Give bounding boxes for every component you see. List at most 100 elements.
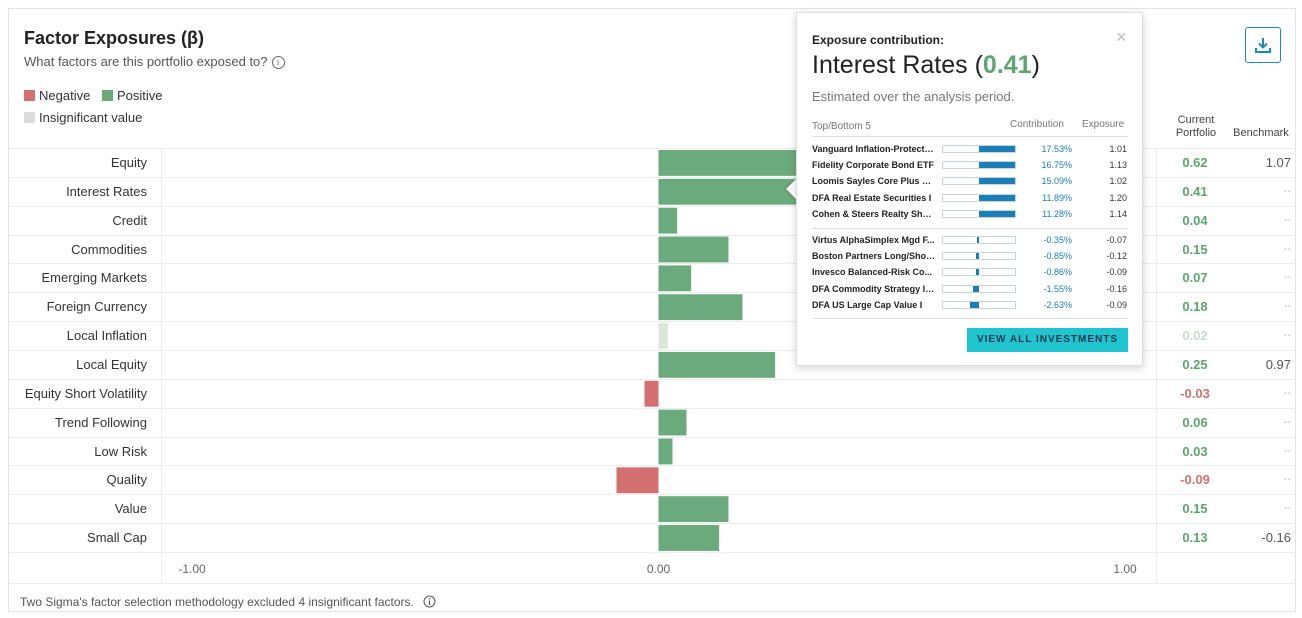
popup-close-icon[interactable]: × [1116,27,1127,47]
exposure-bar[interactable] [658,236,729,263]
benchmark-value: -- [1283,213,1291,226]
factor-label: Equity [110,155,147,170]
footnote-text: Two Sigma's factor selection methodology… [20,595,414,609]
grid-line [161,148,162,583]
grid-line [9,235,1296,236]
methodology-info-icon[interactable] [423,595,436,608]
investment-name[interactable]: Boston Partners Long/Shor... [812,251,936,262]
popup-factor-value: 0.41 [982,51,1032,79]
exposure-bar[interactable] [658,409,687,436]
grid-line [9,148,1296,149]
current-portfolio-value: 0.15 [1182,501,1208,517]
contribution-value: -0.85% [1043,251,1072,262]
current-portfolio-header: Current Portfolio [1160,114,1232,140]
investment-name[interactable]: Vanguard Inflation-Protecte... [812,144,936,154]
exposure-bar[interactable] [616,467,659,494]
factor-label: Local Equity [76,356,147,372]
current-portfolio-value: 0.25 [1182,356,1208,372]
legend-negative: Negative [24,88,90,103]
legend-positive: Positive [101,88,163,103]
current-portfolio-value: 0.41 [1182,183,1208,199]
popup-factor-name: Interest Rates [812,51,968,79]
footnote: Two Sigma's factor selection methodology… [20,595,436,609]
contribution-value: 17.53% [1041,144,1072,154]
benchmark-value: -- [1283,386,1291,399]
investment-name[interactable]: Cohen & Steers Realty Shar... [812,208,936,219]
positive-swatch [101,90,113,101]
contribution-bar-fill [979,178,1015,185]
grid-line [9,379,1296,380]
factor-label: Quality [106,472,147,488]
exposure-bar[interactable] [658,351,776,378]
contribution-value: -1.55% [1043,283,1072,294]
contribution-bar [942,209,1016,218]
contribution-bar-fill [975,253,979,260]
factor-label: Foreign Currency [46,299,147,315]
contribution-bar [942,252,1016,261]
factor-label: Value [114,501,147,517]
current-portfolio-value: 0.15 [1182,241,1208,257]
contribution-bar-fill [969,301,979,308]
exposure-value: -0.12 [1106,251,1127,262]
benchmark-value: -- [1283,444,1291,457]
download-button[interactable] [1245,27,1281,63]
investment-name[interactable]: Fidelity Corporate Bond ETF [812,160,935,171]
grid-line [9,292,1296,293]
contribution-bar-fill [979,210,1015,217]
x-tick-label: -1.00 [178,562,206,576]
exposure-bar[interactable] [658,525,720,551]
exposure-bar[interactable] [658,323,668,349]
factor-label: Trend Following [54,414,147,430]
investment-name[interactable]: DFA US Large Cap Value I [812,299,923,310]
contribution-value: 11.89% [1042,192,1072,203]
grid-line [9,263,1296,264]
benchmark-value: 0.97 [1265,356,1291,372]
exposure-value: -0.07 [1106,235,1127,245]
popup-col-exposure: Exposure [1082,119,1125,130]
benchmark-value: -- [1283,271,1291,284]
view-all-investments-button[interactable]: VIEW ALL INVESTMENTS [967,328,1128,352]
current-portfolio-value: 0.04 [1182,212,1208,228]
investment-name[interactable]: Virtus AlphaSimplex Mgd F... [812,235,935,245]
exposure-value: -0.09 [1106,267,1127,278]
contribution-bar [942,300,1016,309]
legend-positive-label: Positive [116,88,163,103]
current-portfolio-value: -0.03 [1180,385,1210,401]
exposure-bar[interactable] [658,207,678,234]
grid-line [9,177,1296,178]
exposure-value: -0.09 [1106,299,1127,310]
contribution-value: 11.28% [1042,208,1072,219]
contribution-bar-fill [977,237,979,243]
benchmark-value: -- [1283,300,1291,313]
exposure-bar[interactable] [658,496,729,523]
exposure-bar[interactable] [644,380,659,407]
info-icon[interactable]: i [271,56,285,69]
exposure-value: -0.16 [1106,283,1127,294]
factor-label: Emerging Markets [41,270,147,286]
investment-name[interactable]: DFA Real Estate Securities I [812,192,932,203]
current-portfolio-value: 0.13 [1182,530,1208,546]
grid-line [9,523,1296,524]
exposure-bar[interactable] [658,438,673,465]
investment-name[interactable]: DFA Commodity Strategy In... [812,283,936,294]
popup-close-paren: ) [1031,51,1040,79]
popup-divider [812,228,1128,229]
popup-note: Estimated over the analysis period. [812,89,1015,104]
factor-label: Credit [112,212,147,228]
grid-line [1156,148,1157,583]
page-subtitle: What factors are this portfolio exposed … [24,54,285,69]
legend-negative-label: Negative [39,88,91,103]
exposure-bar[interactable] [658,265,692,292]
investment-name[interactable]: Loomis Sayles Core Plus B... [812,176,936,187]
contribution-bar-fill [979,146,1015,152]
factor-label: Interest Rates [66,183,147,199]
current-portfolio-value: 0.03 [1182,443,1208,459]
benchmark-value: -0.16 [1261,530,1291,546]
investment-name[interactable]: Invesco Balanced-Risk Co... [812,267,933,278]
grid-line [9,437,1296,438]
exposure-bar[interactable] [658,294,743,321]
popup-pointer [786,178,797,200]
current-portfolio-value: 0.62 [1182,155,1208,170]
current-portfolio-value: 0.18 [1182,299,1208,315]
contribution-bar-fill [979,162,1015,169]
